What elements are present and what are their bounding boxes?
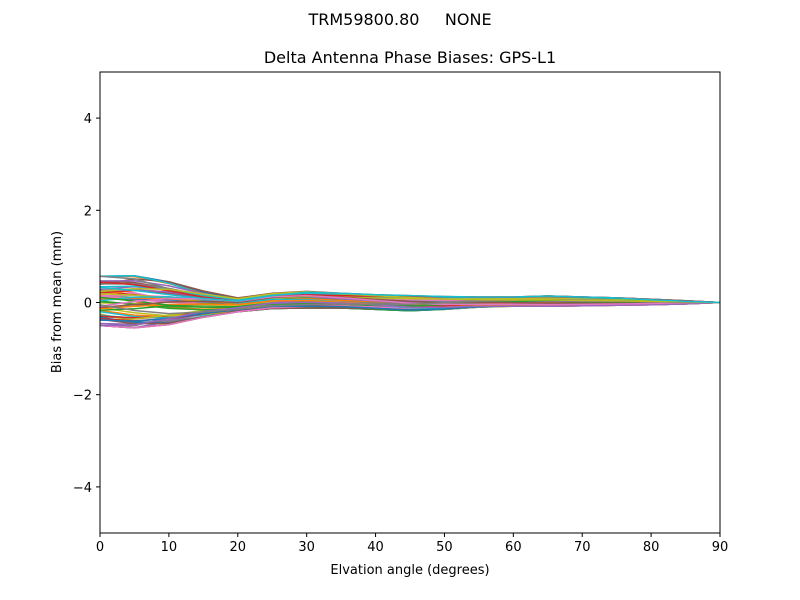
x-tick-label: 0 (96, 540, 104, 555)
x-tick-label: 90 (712, 540, 729, 555)
x-tick-label: 20 (230, 540, 247, 555)
figure-suptitle: TRM59800.80 NONE (308, 10, 492, 29)
x-tick-label: 40 (367, 540, 384, 555)
x-tick-label: 30 (298, 540, 315, 555)
x-tick-label: 70 (574, 540, 591, 555)
y-tick-label: −4 (73, 481, 92, 496)
y-axis-ticks: −4 −2 0 2 4 (73, 112, 100, 496)
x-tick-label: 10 (161, 540, 178, 555)
x-axis-ticks: 0 10 20 30 40 50 60 70 80 90 (96, 533, 728, 555)
x-tick-label: 80 (643, 540, 660, 555)
x-tick-label: 50 (436, 540, 453, 555)
y-axis-label: Bias from mean (mm) (50, 231, 65, 373)
y-tick-label: 2 (84, 204, 92, 219)
x-tick-label: 60 (505, 540, 522, 555)
y-tick-label: 0 (84, 297, 92, 312)
y-tick-label: −2 (73, 389, 92, 404)
chart-title: Delta Antenna Phase Biases: GPS-L1 (263, 48, 557, 67)
data-series-group (99, 275, 721, 329)
data-series-line (99, 286, 721, 304)
x-axis-label: Elvation angle (degrees) (330, 563, 489, 578)
data-series-line (99, 300, 721, 312)
data-series-line (99, 287, 721, 304)
y-tick-label: 4 (84, 112, 92, 127)
